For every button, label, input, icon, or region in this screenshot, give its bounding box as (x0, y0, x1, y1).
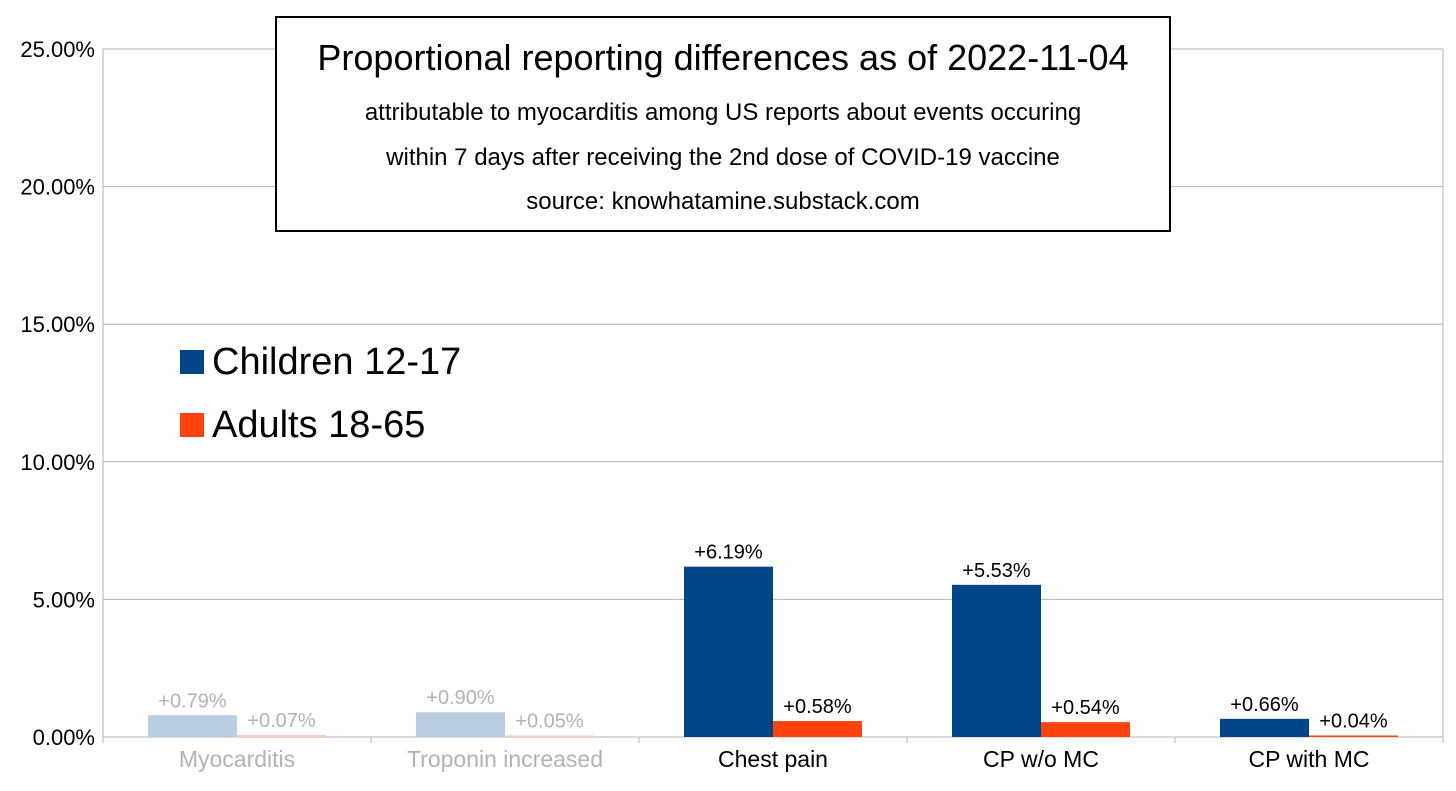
chart-subtitle-line-2: within 7 days after receiving the 2nd do… (386, 144, 1060, 171)
y-axis-tick-labels: 0.00% 5.00% 10.00% 15.00% 20.00% 25.00% (20, 37, 95, 750)
bar-children-4 (1220, 718, 1309, 737)
legend-swatch-adults (180, 413, 204, 437)
data-label: +0.66% (1230, 694, 1299, 716)
data-label: +0.58% (783, 696, 852, 718)
bar-children-1 (416, 712, 505, 737)
legend-label-adults: Adults 18-65 (212, 404, 426, 446)
bar-adults-1 (505, 735, 594, 737)
x-axis-category-labels: Myocarditis Troponin increased Chest pain C… (179, 746, 1370, 772)
x-tick-label: Troponin increased (407, 746, 603, 772)
legend-swatch-children (180, 350, 204, 374)
y-tick-label: 0.00% (33, 725, 95, 750)
bar-adults-0 (237, 735, 326, 737)
data-label: +5.53% (962, 560, 1031, 582)
x-tick-label: CP w/o MC (983, 746, 1099, 772)
chart-title: Proportional reporting differences as of… (317, 37, 1129, 78)
x-tick-label: Myocarditis (179, 746, 295, 772)
bar-children-2 (684, 566, 773, 737)
x-tick-label: Chest pain (718, 746, 828, 772)
chart-subtitle-line-1: attributable to myocarditis among US rep… (364, 99, 1082, 126)
chart-title-box: Proportional reporting differences as of… (275, 16, 1171, 232)
legend-label-children: Children 12-17 (212, 341, 462, 383)
y-tick-label: 25.00% (20, 37, 95, 62)
data-label: +0.04% (1319, 711, 1388, 733)
bar-children-3 (952, 584, 1041, 737)
data-label: +0.07% (247, 710, 316, 732)
data-label: +6.19% (694, 542, 763, 564)
data-labels: +0.79% +0.07% +0.90% +0.05% +6.19% +0.58% +5.5… (158, 542, 1388, 733)
data-label: +0.90% (426, 687, 495, 709)
x-tick-label: CP with MC (1249, 746, 1370, 772)
data-label: +0.54% (1051, 697, 1120, 719)
bar-adults-4 (1309, 735, 1398, 737)
data-label: +0.05% (515, 711, 584, 733)
data-label: +0.79% (158, 690, 227, 712)
bar-adults-3 (1041, 722, 1130, 737)
y-tick-label: 10.00% (20, 450, 95, 475)
chart-source-line: source: knowhatamine.substack.com (526, 188, 920, 215)
bars (148, 566, 1398, 737)
y-tick-label: 5.00% (33, 587, 95, 612)
bar-children-0 (148, 715, 237, 737)
y-tick-label: 15.00% (20, 312, 95, 337)
y-tick-label: 20.00% (20, 175, 95, 200)
bar-adults-2 (773, 721, 862, 737)
